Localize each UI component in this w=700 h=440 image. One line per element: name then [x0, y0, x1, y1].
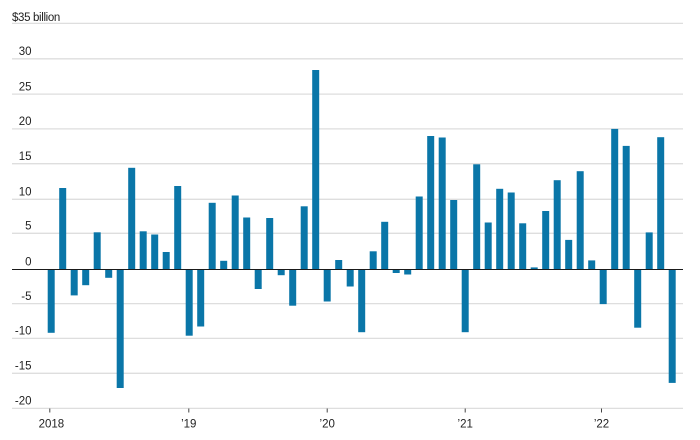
svg-text:-20: -20 — [15, 396, 32, 408]
svg-text:’20: ’20 — [320, 418, 335, 430]
svg-text:10: 10 — [19, 187, 32, 199]
svg-text:-10: -10 — [15, 326, 32, 338]
svg-text:’19: ’19 — [181, 418, 196, 430]
svg-text:0: 0 — [25, 257, 31, 269]
svg-text:15: 15 — [19, 151, 32, 163]
svg-text:-15: -15 — [15, 361, 32, 373]
svg-text:$35 billion: $35 billion — [12, 12, 60, 24]
svg-text:20: 20 — [19, 116, 32, 128]
svg-text:30: 30 — [19, 46, 32, 58]
svg-text:’22: ’22 — [594, 418, 609, 430]
svg-text:’21: ’21 — [458, 418, 473, 430]
svg-text:2018: 2018 — [39, 418, 65, 430]
svg-text:25: 25 — [19, 81, 32, 93]
svg-text:-5: -5 — [21, 291, 31, 303]
svg-text:5: 5 — [25, 221, 31, 233]
